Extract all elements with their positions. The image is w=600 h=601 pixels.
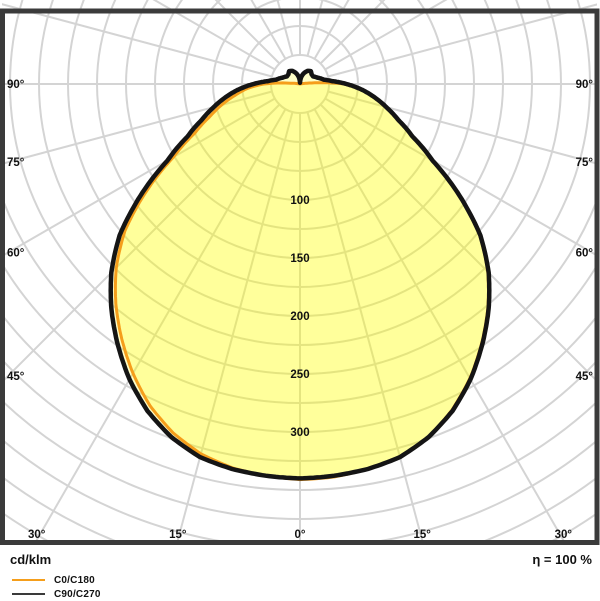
angle-label-bottom: 0° — [295, 529, 306, 541]
radial-tick-label: 150 — [290, 253, 309, 265]
radial-tick-label: 200 — [290, 311, 309, 323]
angle-label-right: 90° — [576, 79, 594, 91]
angle-label-right: 45° — [576, 371, 594, 383]
efficiency-label: η = 100 % — [532, 552, 592, 567]
legend-item: C90/C270 — [0, 587, 600, 601]
unit-label: cd/klm — [10, 552, 51, 567]
legend-swatch-c0-c180-icon — [12, 579, 45, 581]
photometric-polar-chart: 100 150 200 250 300 90° 75° 60° 45° 90° 75° 60° 45° 3… — [0, 0, 600, 546]
angle-label-bottom: 30° — [555, 529, 573, 541]
angle-label-left: 90° — [7, 79, 25, 91]
angle-label-left: 45° — [7, 371, 25, 383]
angle-label-bottom: 15° — [414, 529, 432, 541]
legend: C0/C180 C90/C270 — [0, 573, 600, 601]
angle-label-bottom: 15° — [169, 529, 187, 541]
radial-tick-label: 100 — [290, 195, 309, 207]
angle-label-right: 75° — [576, 157, 594, 169]
polar-diagram-canvas: 100 150 200 250 300 90° 75° 60° 45° 90° 75° 60° 45° 3… — [0, 0, 600, 546]
legend-swatch-c90-c270-icon — [12, 593, 45, 595]
angle-label-left: 75° — [7, 157, 25, 169]
legend-label: C0/C180 — [54, 575, 95, 586]
angle-label-bottom: 30° — [28, 529, 46, 541]
legend-item: C0/C180 — [0, 573, 600, 587]
legend-label: C90/C270 — [54, 589, 101, 600]
radial-tick-label: 250 — [290, 369, 309, 381]
angle-label-left: 60° — [7, 248, 25, 260]
chart-footer: cd/klm η = 100 % C0/C180 C90/C270 — [0, 546, 600, 600]
radial-tick-label: 300 — [290, 427, 309, 439]
angle-label-right: 60° — [576, 248, 594, 260]
